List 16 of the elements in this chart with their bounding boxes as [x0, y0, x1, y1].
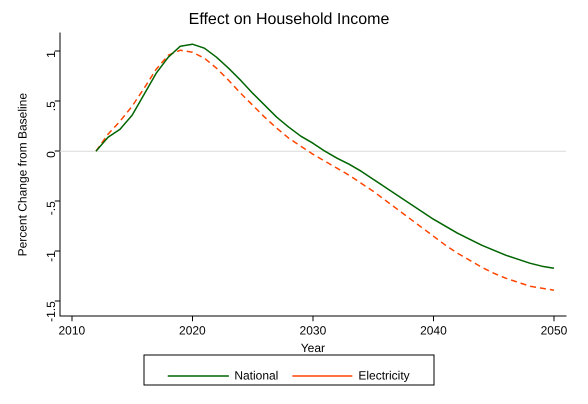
y-tick-label: 1	[44, 50, 58, 58]
y-tick-label: .5	[44, 100, 58, 112]
legend-label: National	[234, 368, 278, 382]
chart-title: Effect on Household Income	[188, 11, 390, 28]
y-tick-label: -.5	[44, 200, 58, 216]
x-tick-label: 2020	[179, 324, 206, 338]
y-tick-label: 0	[44, 150, 58, 158]
x-axis-title: Year	[300, 341, 326, 356]
x-tick-label: 2050	[540, 324, 568, 338]
x-tick-label: 2030	[300, 324, 327, 338]
y-tick-label: -1.5	[44, 300, 58, 322]
y-axis-title: Percent Change from Baseline	[16, 92, 30, 256]
x-tick-label: 2010	[58, 324, 86, 338]
legend-label: Electricity	[358, 368, 410, 382]
x-tick-label: 2040	[420, 324, 448, 338]
y-tick-label: -1	[44, 250, 58, 262]
